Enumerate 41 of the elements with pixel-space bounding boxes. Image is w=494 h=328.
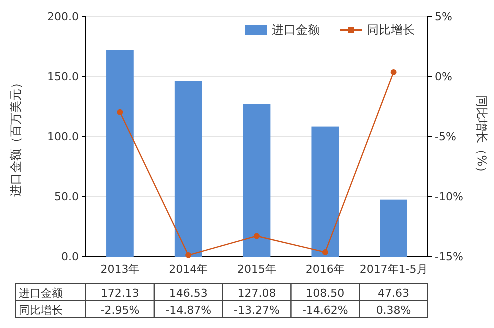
y-tick-label: 150.0: [48, 70, 79, 84]
legend-label: 同比增长: [367, 23, 415, 37]
text: 进口金额: [19, 287, 63, 300]
text: 同比增长: [19, 304, 63, 317]
point: [254, 233, 260, 240]
point: [322, 249, 328, 256]
x-tick-label: 2015年: [238, 262, 276, 276]
point: [117, 109, 124, 116]
y2-tick-label: -10%: [435, 190, 464, 204]
bar: [312, 126, 340, 257]
data-label: 127.08: [238, 287, 276, 300]
data-label: 0.38%: [376, 304, 412, 317]
data-label: 108.50: [306, 287, 345, 300]
data-label: -2.95%: [100, 304, 140, 317]
bar: [380, 200, 408, 257]
x-tick-label: 2017年1-5月: [360, 262, 428, 276]
data-label: -14.62%: [302, 304, 348, 317]
y2-axis-title: 同比增长（%）: [475, 95, 489, 179]
x-tick-label: 2014年: [169, 262, 208, 276]
y2-tick-label: 5%: [435, 10, 452, 24]
data-label: 47.63: [378, 287, 410, 300]
legend-label: 进口金额: [272, 23, 320, 37]
y-tick-label: 100.0: [48, 130, 79, 144]
x-tick-label: 2013年: [100, 262, 140, 276]
data-label: 172.13: [100, 287, 140, 300]
bar: [174, 81, 202, 257]
y-tick-label: 50.0: [54, 190, 79, 204]
bar: [243, 104, 271, 257]
data-label: -13.27%: [234, 304, 280, 317]
data-label: -14.87%: [166, 304, 212, 317]
data-label: 146.53: [169, 287, 208, 300]
y2-tick-label: -15%: [435, 250, 464, 264]
bar: [106, 50, 134, 257]
y2-tick-label: -5%: [435, 130, 456, 144]
point: [186, 252, 192, 258]
y2-tick-label: 0%: [435, 70, 452, 84]
y-axis-title: 进口金额（百万美元）: [9, 77, 23, 197]
y-tick-label: 0.0: [62, 250, 79, 264]
y-tick-label: 200.0: [48, 10, 79, 24]
x-tick-label: 2016年: [306, 262, 345, 276]
point: [390, 69, 397, 76]
